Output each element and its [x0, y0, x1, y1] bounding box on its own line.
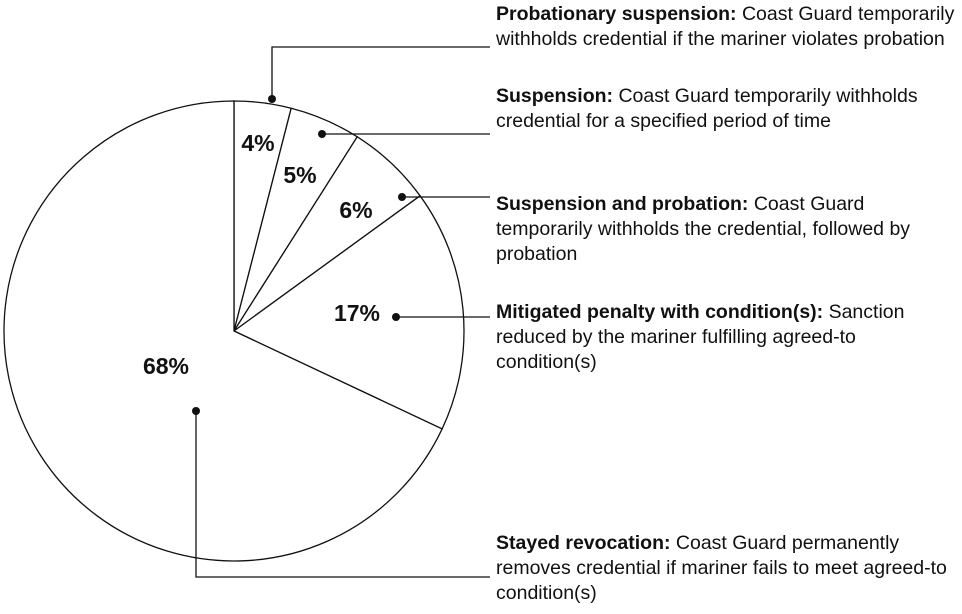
category-name: Mitigated penalty with condition(s):: [496, 301, 824, 323]
category-name: Suspension and probation:: [496, 193, 749, 215]
legend-entry: Stayed revocation: Coast Guard permanent…: [496, 531, 962, 606]
percent-label: 6%: [339, 197, 372, 223]
category-description: Coast Guard temporarily withholds creden…: [496, 85, 918, 132]
category-name: Stayed revocation:: [496, 532, 671, 554]
legend-entry: Probationary suspension: Coast Guard tem…: [496, 2, 962, 52]
percent-label: 5%: [283, 162, 316, 188]
leader-line: [195, 411, 490, 578]
percent-label: 4%: [241, 130, 274, 156]
category-description: Coast Guard temporarily withholds creden…: [496, 3, 955, 50]
percent-label: 17%: [334, 300, 380, 326]
category-name: Probationary suspension:: [496, 3, 737, 25]
percent-label: 68%: [143, 353, 189, 379]
leader-dot: [318, 130, 326, 138]
category-description: Sanction reduced by the mariner fulfilli…: [496, 301, 905, 373]
category-description: Coast Guard temporarily withholds the cr…: [496, 193, 911, 265]
pie-slice: [3, 100, 443, 562]
legend-entry: Suspension: Coast Guard temporarily with…: [496, 84, 962, 134]
leader-line: [271, 46, 490, 99]
pie-slice: [232, 194, 465, 430]
category-name: Suspension:: [496, 85, 614, 107]
leader-dot: [392, 313, 400, 321]
category-description: Coast Guard permanently removes credenti…: [496, 532, 947, 604]
legend-entry: Mitigated penalty with condition(s): San…: [496, 300, 962, 375]
leader-dot: [192, 407, 200, 415]
leader-dot: [268, 95, 276, 103]
legend-entry: Suspension and probation: Coast Guard te…: [496, 192, 962, 267]
leader-dot: [398, 193, 406, 201]
